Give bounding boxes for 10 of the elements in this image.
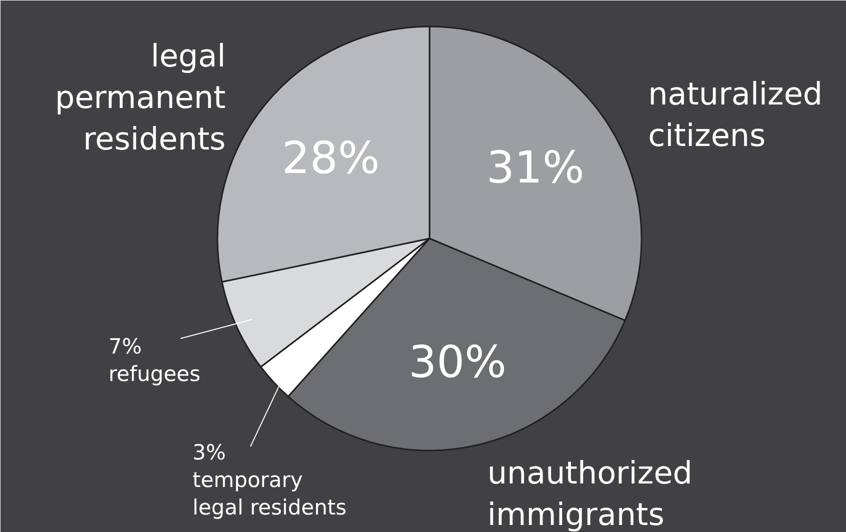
- slice-label: refugees: [108, 362, 200, 386]
- data-label: 28%: [282, 132, 380, 184]
- slice-label: unauthorized immigrants: [487, 456, 692, 532]
- slice-label: legal permanent residents: [55, 38, 226, 158]
- data-label: 7%: [108, 334, 142, 358]
- data-label: 31%: [486, 142, 584, 194]
- data-label: 30%: [408, 337, 506, 388]
- data-label: 3%: [192, 440, 226, 464]
- slice-label: temporary legal residents: [192, 468, 347, 520]
- slice-label: naturalized citizens: [648, 76, 823, 154]
